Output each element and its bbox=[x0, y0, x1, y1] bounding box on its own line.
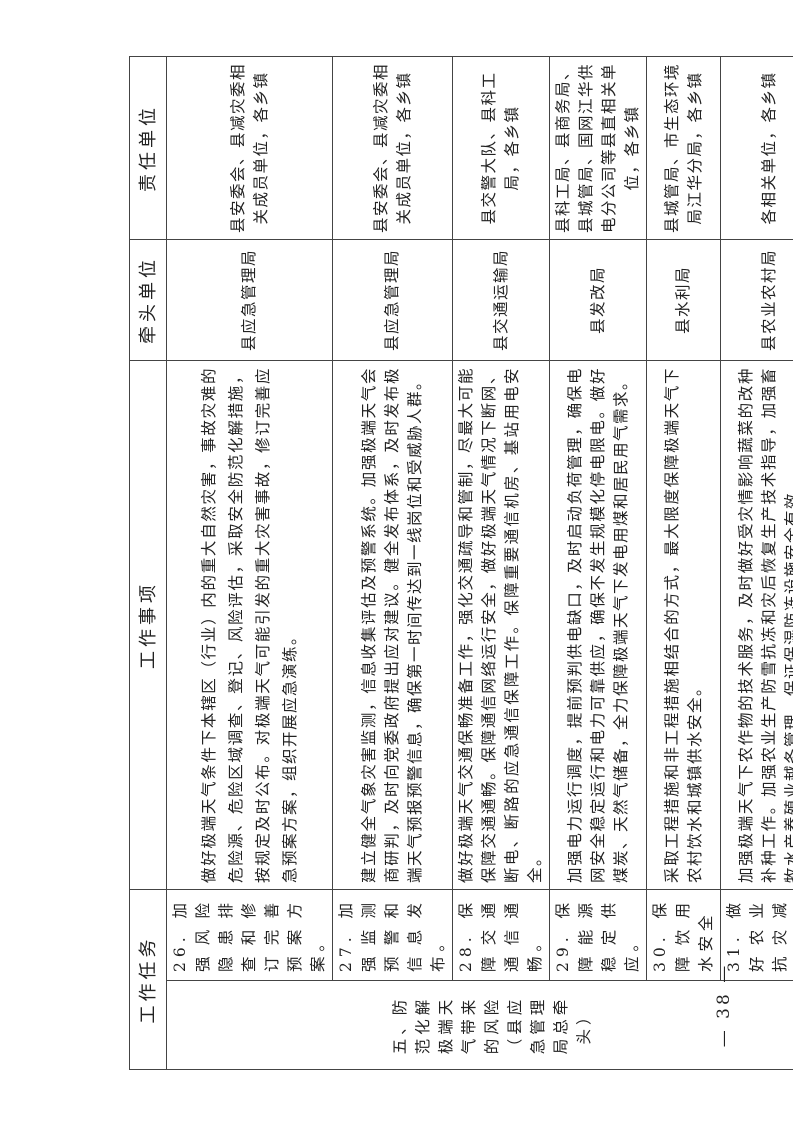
responsible-cell: 县城管局、市生态环境局江华分局，各乡镇 bbox=[646, 56, 721, 240]
category-cell: 五、防范化解极端天气带来的风险（县应急管理局总牵头） bbox=[166, 980, 793, 1070]
matters-cell: 采取工程措施和非工程措施相结合的方式，最大限度保障极端天气下农村饮水和城镇供水安… bbox=[646, 360, 721, 890]
responsible-cell: 各相关单位，各乡镇 bbox=[720, 56, 793, 240]
lead-cell: 县农业农村局 bbox=[720, 239, 793, 361]
task-cell: 30.保障饮用水安全 bbox=[646, 889, 721, 981]
header-lead: 牵头单位 bbox=[129, 239, 167, 361]
lead-cell: 县水利局 bbox=[646, 239, 721, 361]
responsible-cell: 县科工局、县商务局、县城管局、国网江华供电分公司等县直相关单位，各乡镇 bbox=[549, 56, 647, 240]
task-cell: 27.加强监测预警和信息发布。 bbox=[332, 889, 453, 981]
task-cell: 26.加强风险隐患排查和修订完善预案方案。 bbox=[166, 889, 333, 981]
task-cell: 29.保障能源稳定供应。 bbox=[549, 889, 647, 981]
header-matters: 工作事项 bbox=[129, 360, 167, 890]
page-number: — 38 — bbox=[714, 962, 734, 1048]
matters-cell: 做好极端天气条件下本辖区（行业）内的重大自然灾害，事故灾难的危险源、危险区域调查… bbox=[166, 360, 333, 890]
header-responsible: 责任单位 bbox=[129, 56, 167, 240]
work-task-table: 工作任务 工作事项 牵头单位 责任单位 五、防范化解极端天气带来的风险（县应急管… bbox=[129, 56, 793, 1070]
matters-cell: 加强电力运行调度，提前预判供电缺口，及时启动负荷管理，确保电网安全稳定运行和电力… bbox=[549, 360, 647, 890]
matters-cell: 加强极端天气下农作物的技术服务，及时做好受灾情影响蔬菜的改种补种工作。加强农业生… bbox=[720, 360, 793, 890]
matters-cell: 做好极端天气交通保畅准备工作，强化交通疏导和管制，尽最大可能保障交通通畅。保障通… bbox=[452, 360, 550, 890]
header-row: 工作任务 工作事项 牵头单位 责任单位 bbox=[129, 56, 167, 1070]
matters-cell: 建立健全气象灾害监测，信息收集评估及预警系统。加强极端天气会商研判，及时向党委政… bbox=[332, 360, 453, 890]
responsible-cell: 县交警大队、县科工局，各乡镇 bbox=[452, 56, 550, 240]
table-row: 29.保障能源稳定供应。 加强电力运行调度，提前预判供电缺口，及时启动负荷管理，… bbox=[549, 56, 647, 1070]
lead-cell: 县应急管理局 bbox=[166, 239, 333, 361]
table-row: 31.做好农业抗灾减损 加强极端天气下农作物的技术服务，及时做好受灾情影响蔬菜的… bbox=[720, 56, 793, 1070]
header-task: 工作任务 bbox=[129, 889, 167, 1070]
table-row: 五、防范化解极端天气带来的风险（县应急管理局总牵头） 26.加强风险隐患排查和修… bbox=[166, 56, 793, 1070]
task-cell: 28.保障交通通信通畅。 bbox=[452, 889, 550, 981]
lead-cell: 县交通运输局 bbox=[452, 239, 550, 361]
table-row: 27.加强监测预警和信息发布。 建立健全气象灾害监测，信息收集评估及预警系统。加… bbox=[332, 56, 453, 1070]
table-row: 30.保障饮用水安全 采取工程措施和非工程措施相结合的方式，最大限度保障极端天气… bbox=[646, 56, 721, 1070]
responsible-cell: 县安委会、县减灾委相关成员单位，各乡镇 bbox=[166, 56, 333, 240]
lead-cell: 县应急管理局 bbox=[332, 239, 453, 361]
rotated-page: 工作任务 工作事项 牵头单位 责任单位 五、防范化解极端天气带来的风险（县应急管… bbox=[129, 56, 793, 1070]
table-row: 28.保障交通通信通畅。 做好极端天气交通保畅准备工作，强化交通疏导和管制，尽最… bbox=[452, 56, 550, 1070]
responsible-cell: 县安委会、县减灾委相关成员单位，各乡镇 bbox=[332, 56, 453, 240]
lead-cell: 县发改局 bbox=[549, 239, 647, 361]
